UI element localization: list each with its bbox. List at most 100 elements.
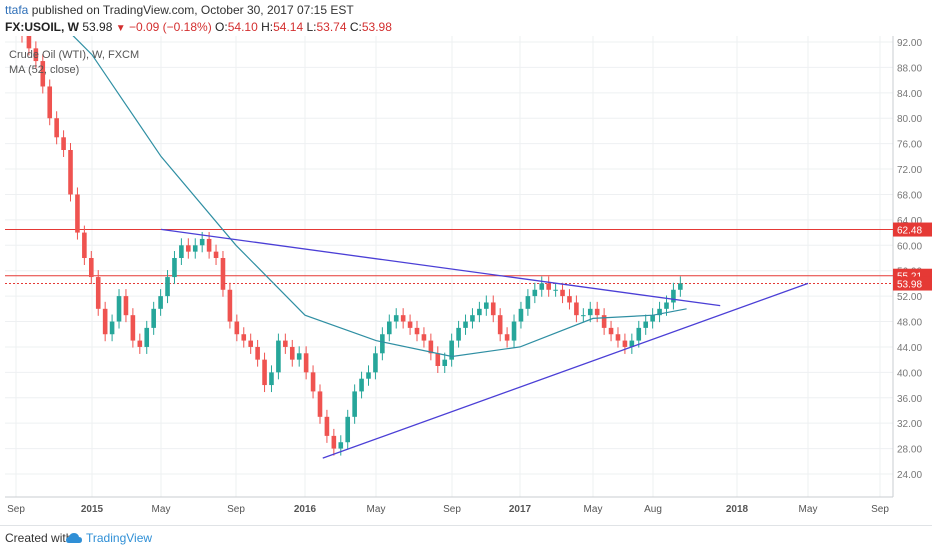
ma-52-line — [72, 36, 687, 358]
open-label: O: — [215, 20, 228, 34]
candle — [317, 384, 323, 424]
candle — [21, 36, 23, 43]
candle-body — [276, 340, 281, 373]
candle-body — [47, 86, 53, 119]
candle-body — [40, 61, 46, 87]
candle — [179, 238, 184, 265]
candle-body — [199, 238, 205, 246]
candle-body — [82, 232, 87, 258]
candle-body — [636, 327, 642, 341]
tradingview-cloud-icon[interactable] — [66, 532, 82, 544]
candle-body — [289, 346, 295, 360]
candle-body — [116, 296, 122, 322]
candle-body — [567, 296, 572, 303]
candle-body — [428, 340, 434, 354]
candle-body — [643, 321, 648, 328]
y-tick-label: 32.00 — [897, 419, 922, 430]
candle — [352, 384, 357, 424]
candle-body — [380, 334, 385, 354]
price-tag-label: 53.98 — [897, 280, 922, 291]
candle — [289, 339, 295, 367]
candle — [380, 327, 385, 361]
candle-body — [123, 296, 129, 316]
candle — [234, 314, 240, 342]
candle — [40, 54, 46, 94]
candle — [407, 314, 413, 335]
low-label: L: — [306, 20, 317, 34]
candle-body — [525, 296, 531, 309]
candle-body — [206, 238, 212, 252]
series-title[interactable]: Crude Oil (WTI), W, FXCM — [9, 49, 140, 61]
close-value: 53.98 — [361, 20, 392, 34]
y-tick-label: 60.00 — [897, 241, 922, 252]
candle — [82, 225, 87, 265]
candle — [47, 79, 53, 126]
candle — [511, 314, 517, 348]
candle — [622, 333, 628, 354]
candle — [477, 301, 482, 323]
candle-body — [158, 296, 163, 309]
candle-body — [553, 289, 558, 291]
candle-body — [601, 315, 607, 328]
symbol-label[interactable]: FX:USOIL, W — [5, 20, 79, 34]
candle — [241, 327, 247, 348]
candle-body — [248, 340, 253, 347]
candle-body — [75, 194, 80, 233]
price-chart[interactable]: 92.00 88.00 84.00 80.00 76.00 72.00 68.00 64.00… — [0, 36, 932, 525]
candle-body — [463, 321, 468, 328]
candle-body — [608, 327, 614, 335]
candle — [435, 346, 441, 373]
ma-indicator-label[interactable]: MA (52, close) — [9, 64, 80, 76]
candle — [192, 238, 198, 259]
candle-body — [504, 334, 510, 341]
candle — [470, 308, 475, 329]
candle — [414, 320, 420, 342]
candle-body — [317, 391, 323, 417]
candle-body — [490, 302, 496, 316]
candle-body — [442, 359, 448, 366]
candle — [172, 251, 177, 285]
candle-body — [581, 315, 586, 317]
candle — [650, 308, 655, 329]
candle-body — [414, 327, 420, 335]
y-tick-label: 36.00 — [897, 394, 922, 405]
candle — [629, 333, 635, 354]
y-tick-label: 64.00 — [897, 216, 922, 227]
candle — [678, 276, 683, 297]
candle — [89, 251, 94, 285]
candle — [615, 327, 621, 348]
candle-body — [324, 416, 330, 436]
author-link[interactable]: ttafa — [5, 3, 29, 17]
candle-body — [144, 327, 150, 347]
candle-body — [165, 277, 170, 297]
candle-body — [421, 334, 427, 341]
candle-body — [629, 340, 635, 347]
candle — [553, 282, 558, 297]
tradingview-brand-link[interactable]: TradingView — [86, 531, 153, 545]
candle-body — [532, 289, 538, 297]
candle-body — [255, 346, 260, 360]
price-tag-box — [893, 222, 932, 237]
candle-body — [678, 283, 683, 290]
y-tick-label: 52.00 — [897, 292, 922, 303]
candle-body — [283, 340, 288, 347]
candle-body — [303, 353, 309, 373]
candle — [130, 308, 136, 348]
candle — [601, 308, 607, 335]
candle-body — [574, 302, 579, 316]
y-tick-label: 80.00 — [897, 114, 922, 125]
y-tick-label: 48.00 — [897, 318, 922, 329]
candle — [75, 187, 80, 240]
candle — [546, 276, 551, 297]
x-tick-label: 2017 — [509, 504, 532, 515]
candle-body — [373, 353, 378, 373]
candle-body — [622, 340, 628, 347]
candle-body — [151, 308, 156, 328]
price-change: −0.09 (−0.18%) — [128, 20, 212, 34]
y-tick-label: 92.00 — [897, 38, 922, 49]
candle — [671, 282, 676, 310]
candle — [213, 244, 219, 265]
down-arrow-icon: ▼ — [115, 23, 126, 34]
y-tick-label: 44.00 — [897, 343, 922, 354]
high-label: H: — [261, 20, 274, 34]
